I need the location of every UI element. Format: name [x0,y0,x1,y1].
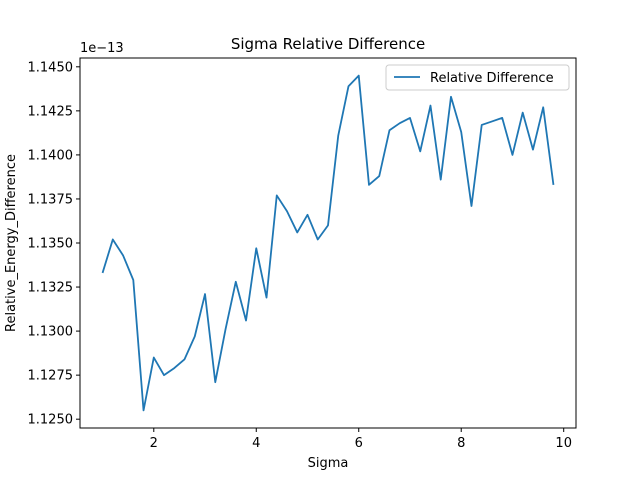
x-axis-title: Sigma [308,456,349,471]
legend: Relative Difference [385,64,570,91]
y-tick-label: 1.1325 [28,281,74,296]
x-tick-label: 10 [555,436,572,451]
series-line-relative-difference [101,74,555,412]
legend-label: Relative Difference [430,71,554,86]
y-tick-label: 1.1450 [28,60,74,75]
x-tick-label: 6 [355,436,363,451]
plot-frame [79,57,577,429]
y-tick-label: 1.1400 [28,148,74,163]
y-tick-label: 1.1350 [28,237,74,252]
x-tick-label: 2 [150,436,158,451]
plot-area [80,58,576,428]
x-tick-label: 4 [252,436,260,451]
y-tick-label: 1.1275 [28,369,74,384]
y-axis-title: Relative_Energy_Difference [4,154,19,332]
chart-title: Sigma Relative Difference [231,35,425,53]
x-axis-ticks: 2 4 6 8 10 [150,428,572,451]
y-tick-label: 1.1250 [28,413,74,428]
y-tick-label: 1.1425 [28,104,74,119]
x-tick-label: 8 [457,436,465,451]
y-offset-label: 1e−13 [80,41,124,56]
y-axis-ticks: 1.1250 1.1275 1.1300 1.1325 1.1350 1.1375 1.14… [28,60,80,428]
y-tick-label: 1.1375 [28,192,74,207]
y-tick-label: 1.1300 [28,325,74,340]
legend-box [385,64,570,91]
